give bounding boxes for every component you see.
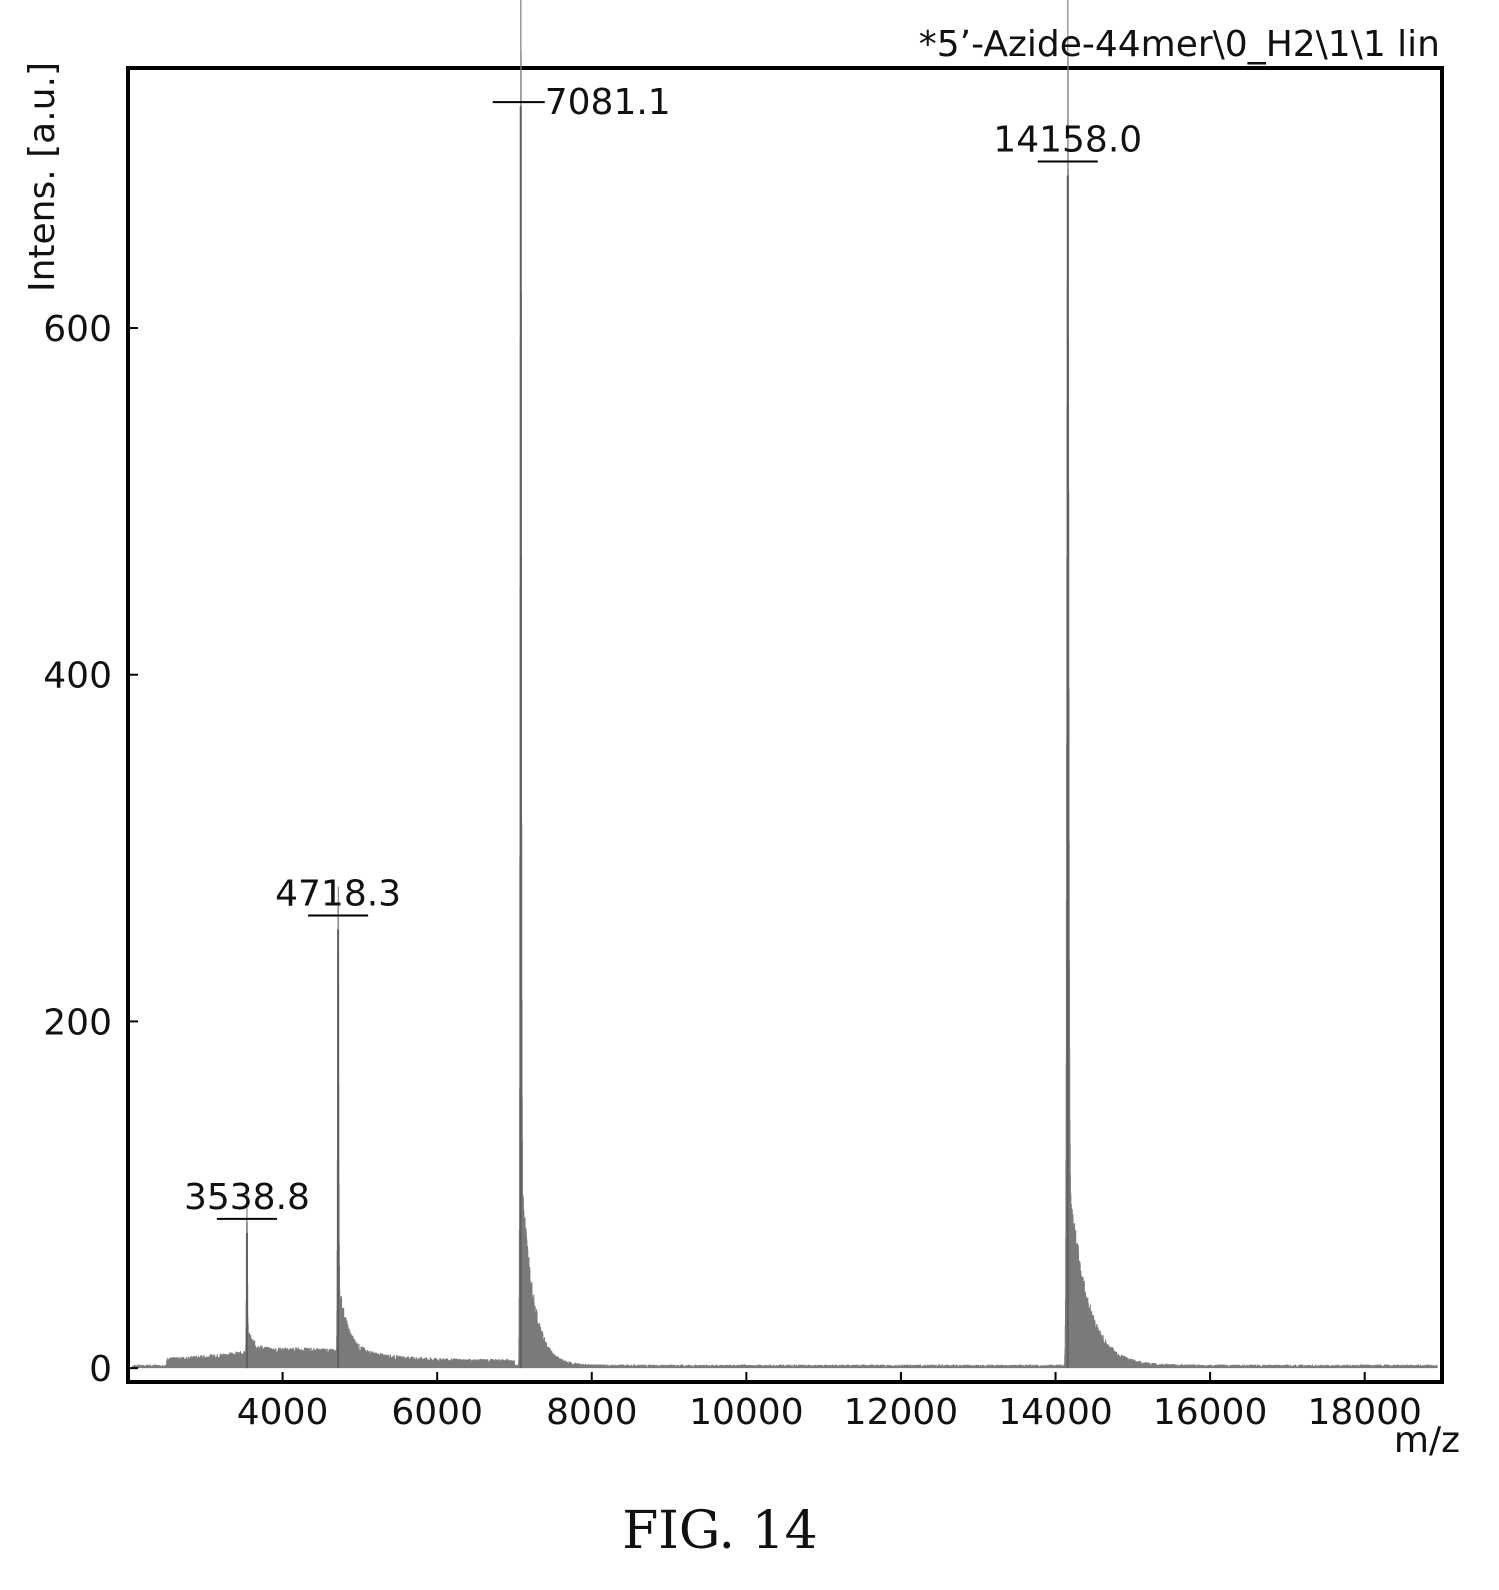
x-tick-label: 18000 — [1307, 1392, 1422, 1433]
x-tick-label: 4000 — [237, 1392, 329, 1433]
peak-label: 4718.3 — [275, 874, 401, 915]
y-axis-ticks: 0 200 400 600 — [43, 309, 138, 1390]
peak-label: 7081.1 — [545, 82, 671, 123]
y-tick-label: 400 — [43, 656, 112, 697]
peak-label: 14158.0 — [993, 119, 1142, 160]
figure-caption: FIG. 14 — [622, 1501, 818, 1561]
chart-title: *5’-Azide-44mer\0_H2\1\1 lin — [919, 24, 1440, 65]
peak-label: 3538.8 — [184, 1177, 310, 1218]
y-axis-label: Intens. [a.u.] — [22, 62, 63, 292]
x-tick-label: 12000 — [844, 1392, 959, 1433]
x-tick-label: 6000 — [391, 1392, 483, 1433]
x-tick-label: 16000 — [1153, 1392, 1268, 1433]
spectrum-trace — [132, 0, 1438, 1369]
x-tick-label: 8000 — [546, 1392, 638, 1433]
x-axis-ticks: 4000 6000 8000 10000 12000 14000 16000 18000 — [237, 1372, 1422, 1433]
y-tick-label: 200 — [43, 1002, 112, 1043]
y-tick-label: 0 — [89, 1349, 112, 1390]
plot-frame — [126, 66, 1444, 1384]
x-axis-label: m/z — [1394, 1420, 1460, 1461]
spectrum-series — [132, 0, 1438, 1369]
x-tick-label: 14000 — [998, 1392, 1113, 1433]
y-tick-label: 600 — [43, 309, 112, 350]
peak-annotations: 3538.8 4718.3 7081.1 14158.0 — [184, 82, 1142, 1220]
x-tick-label: 10000 — [689, 1392, 804, 1433]
